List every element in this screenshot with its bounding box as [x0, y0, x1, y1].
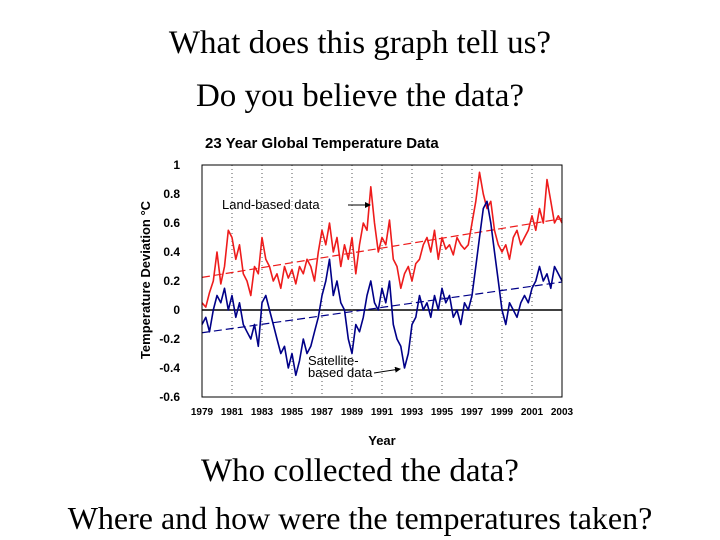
x-tick-label: 1993: [401, 407, 424, 418]
x-tick-label: 1999: [491, 407, 514, 418]
land-based-series-line: [201, 171, 563, 308]
x-axis-label: Year: [368, 433, 395, 448]
y-tick-label: 0.4: [163, 245, 180, 259]
y-tick-label: 0.8: [163, 187, 180, 201]
x-tick-label: 1989: [341, 407, 364, 418]
y-tick-label: 0.6: [163, 216, 180, 230]
y-tick-label: -0.2: [159, 332, 180, 346]
satellite-series-line: [201, 200, 563, 377]
x-tick-label: 2001: [521, 407, 544, 418]
x-tick-label: 1985: [281, 407, 304, 418]
y-tick-label: -0.4: [159, 361, 180, 375]
land-based-annotation: Land-based data: [222, 197, 320, 212]
x-tick-label: 1995: [431, 407, 454, 418]
x-tick-label: 1991: [371, 407, 394, 418]
y-tick-label: 1: [173, 158, 180, 172]
slide-question-4: Where and how were the temperatures take…: [67, 500, 653, 536]
y-axis-label: Temperature Deviation °C: [138, 200, 153, 359]
y-tick-label: -0.6: [159, 390, 180, 404]
temperature-chart: 23 Year Global Temperature Data Temperat…: [138, 135, 574, 448]
slide-question-2: Do you believe the data?: [195, 78, 525, 114]
satellite-arrow: [373, 366, 401, 374]
y-tick-label: 0: [173, 303, 180, 317]
plot-frame: [201, 164, 563, 398]
chart-title: 23 Year Global Temperature Data: [205, 135, 439, 152]
x-tick-label: 1981: [221, 407, 244, 418]
satellite-trend-line: [201, 281, 563, 334]
slide-question-1: What does this graph tell us?: [168, 25, 552, 61]
y-tick-labels: 1 0.8 0.6 0.4 0.2 0 -0.2 -0.4 -0.6: [159, 158, 180, 404]
series-lines: [201, 171, 563, 377]
x-tick-label: 2003: [551, 407, 574, 418]
x-tick-label: 1997: [461, 407, 484, 418]
slide-question-3: Who collected the data?: [201, 453, 519, 489]
x-tick-label: 1979: [191, 407, 214, 418]
x-tick-label: 1987: [311, 407, 334, 418]
x-tick-label: 1983: [251, 407, 274, 418]
y-tick-label: 0.2: [163, 274, 180, 288]
satellite-annotation-line-2: based data: [308, 365, 373, 380]
satellite-annotation-line-1: Satellite-: [308, 353, 359, 368]
x-tick-labels: 1979 1981 1983 1985 1987 1989 1991 1993 1995 1997…: [191, 407, 574, 418]
land-based-trend-line: [201, 218, 563, 278]
